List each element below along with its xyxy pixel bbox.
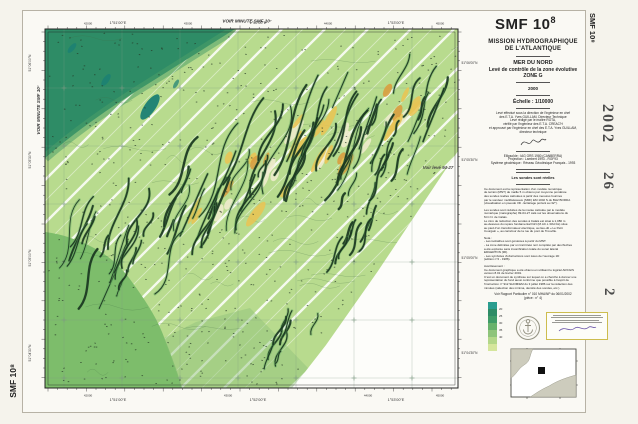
direction-paragraph: Levé effectué sous la direction de l'ing… [489,110,577,134]
title-panel: SMF 108 MISSION HYDROGRAPHIQUE DE L'ATLA… [482,13,584,409]
sheet-code-bottom-left: SMF 10⁸ [8,364,18,398]
legend-swatch [488,309,497,316]
svg-text:1°52'00"E: 1°52'00"E [250,21,267,25]
mission-name-line1: MISSION HYDROGRAPHIQUE [488,39,578,45]
divider [516,56,550,57]
svg-text:1°53'00"E: 1°53'00"E [388,21,405,25]
svg-text:51°05'00"N: 51°05'00"N [462,256,479,260]
micro-text-line [555,319,599,321]
svg-text:42000: 42000 [84,22,93,26]
micro-text-line [550,317,604,319]
inset-ticks [510,348,578,399]
mission-name-line2: DE L'ATLANTIQUE [504,46,562,52]
sheet-code-top-right: SMF 10⁸ [588,13,597,43]
legend-depth-label: 25 [499,314,503,318]
legend-depth-label: 20 [499,307,503,311]
svg-text:44000: 44000 [364,394,373,398]
svg-text:51°05'30"N: 51°05'30"N [28,151,32,169]
certification-signature [558,326,597,332]
divider [516,150,550,152]
zone-label: ZONE G [523,72,543,79]
divider [516,82,550,83]
certification-box [546,312,608,340]
voir-minute-left-label: VOIR MINUTE SMF 10⁷ [36,85,41,134]
nota-paragraph: Nota :- Les isobathes sont générées à pa… [484,235,573,262]
svg-text:1°51'00"E: 1°51'00"E [110,398,127,402]
divider [516,94,550,96]
legend-swatch [488,344,497,351]
survey-area-marker [538,367,545,374]
coastline-south [529,374,577,398]
shom-anchor-seal [515,315,541,341]
double-divider [516,168,550,173]
voir-minute-top-label: VOIR MINUTE SMF 10⁷ [222,19,271,24]
map-frame [41,25,462,392]
registry-number-stamp: 26 [600,172,616,191]
legend-swatch [488,316,497,323]
voir-leve-annotation: Voir levé 94-27 [423,165,454,170]
location-inset-map [510,348,578,399]
legend-swatch [488,302,497,309]
depth-colour-legend: 20 25 30 35 40 [488,302,510,351]
anchor-icon [523,319,533,335]
svg-text:51°06'00"N: 51°06'00"N [28,54,32,72]
legend-depth-label: 40 [499,335,503,339]
signature-mark [520,138,547,145]
svg-text:43000: 43000 [224,394,233,398]
legend-depth-label: 30 [499,321,503,325]
geodesy-paragraph: Ellipsoïde : IAG GRS 1980 (CANBERRA) Proj… [490,153,576,166]
micro-text-line [553,314,601,316]
tide-paragraph: Les sondes sont réduites de la marée cal… [484,207,569,234]
sea-name: MER DU NORD [513,60,553,66]
coastline-north [510,348,534,379]
svg-text:1°51'00"E: 1°51'00"E [110,21,127,25]
scale-label: Échelle : 1/10000 [512,98,554,105]
report-reference: Voir Rapport Particulier n° 010 MHA/NP d… [494,292,572,300]
divider [516,183,550,185]
svg-text:51°05'00"N: 51°05'00"N [28,249,32,267]
svg-text:43000: 43000 [184,22,193,26]
mnt-paragraph: Ce document est la représentation d'un m… [484,186,571,206]
svg-text:42000: 42000 [84,394,93,398]
micro-text-line [551,322,603,324]
divider [516,107,550,109]
legend-swatch [488,330,497,337]
svg-text:45000: 45000 [436,394,445,398]
survey-type: Levé de contrôle de la zone évolutive [488,66,578,73]
svg-text:1°52'00"E: 1°52'00"E [250,398,267,402]
year-received-stamp: 2002 [599,104,616,144]
copy-number-stamp: 2 [601,288,617,298]
soundings-note: Les sondes sont réelles [511,175,555,180]
svg-text:51°04'30"N: 51°04'30"N [28,344,32,362]
survey-year: 2000 [527,86,538,91]
sheet-title: SMF 108 [495,15,557,33]
avertissement-paragraph: Avertissement : Ce document graphique a é… [484,264,577,290]
legend-swatch [488,337,497,344]
legend-swatch [488,323,497,330]
legend-depth-label: 35 [499,328,503,332]
svg-text:51°06'00"N: 51°06'00"N [462,61,479,65]
svg-text:44000: 44000 [324,22,333,26]
svg-text:51°05'30"N: 51°05'30"N [462,158,479,162]
map-border-labels: 1°51'00"E 1°52'00"E 1°53'00"E 42000 43000 440… [28,21,478,402]
map-artwork [45,29,458,388]
svg-text:1°53'00"E: 1°53'00"E [388,398,405,402]
svg-text:51°04'30"N: 51°04'30"N [462,351,479,355]
svg-text:45000: 45000 [436,22,445,26]
